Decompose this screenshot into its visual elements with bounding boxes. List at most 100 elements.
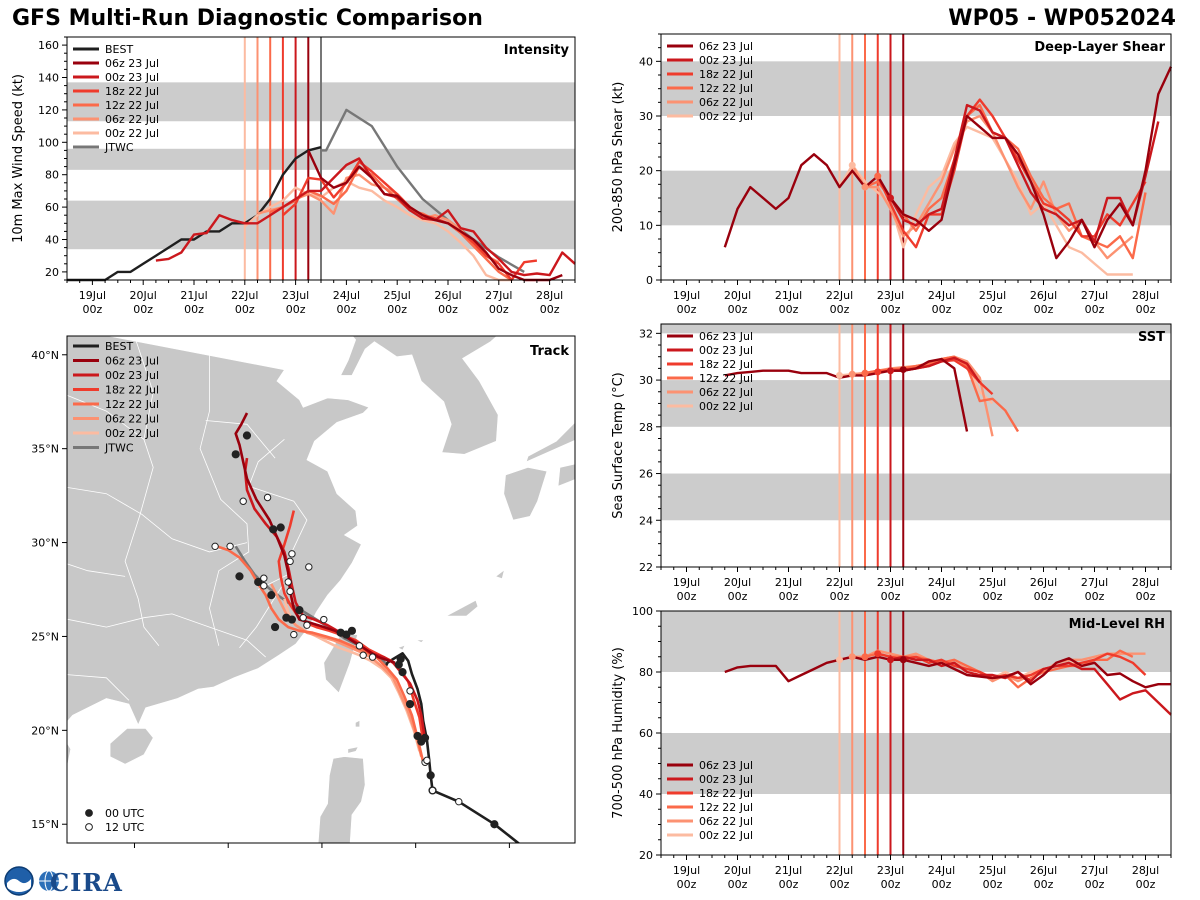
track-point-12utc: [286, 587, 294, 596]
track-x-tick-label: 115°E: [211, 854, 244, 855]
track-point-12utc: [290, 630, 298, 639]
rh-x-tick-hour: 00z: [1085, 878, 1105, 891]
shear-legend-label-18z-22-jul: 18z 22 Jul: [699, 68, 753, 81]
sst-series-06z-23-jul: [724, 357, 969, 432]
intensity-y-axis-label: 10m Max Wind Speed (kt): [11, 74, 26, 243]
intensity-x-tick-hour: 00z: [387, 303, 407, 316]
track-point-12utc: [284, 578, 292, 586]
land-honshu: [525, 421, 575, 463]
track-marker-legend-open: [85, 823, 93, 831]
sst-x-tick-hour: 00z: [830, 590, 850, 603]
intensity-legend-label-00z-23-jul: 00z 23 Jul: [105, 71, 159, 84]
shear-x-tick-day: 19Jul: [673, 289, 700, 302]
sst-x-tick-day: 20Jul: [724, 576, 751, 589]
sst-marker-06z-23-jul: [899, 366, 907, 374]
province-border: [124, 336, 160, 647]
intensity-x-tick-day: 21Jul: [180, 289, 207, 302]
rh-legend-label-12z-22-jul: 12z 22 Jul: [699, 801, 753, 814]
track-panel-title: Track: [530, 344, 569, 359]
sst-y-tick-label: 22: [639, 561, 653, 574]
shear-x-tick-day: 20Jul: [724, 289, 751, 302]
intensity-series-00z-22-jul: [244, 179, 512, 282]
shear-series-00z-23-jul: [889, 103, 1160, 243]
rh-y-tick-label: 60: [639, 727, 653, 740]
track-y-tick-label: 25°N: [31, 630, 59, 643]
track-point-00utc: [426, 771, 435, 780]
intensity-x-tick-hour: 00z: [438, 303, 458, 316]
shear-x-tick-hour: 00z: [932, 303, 952, 316]
sst-chart: 22242628303219Jul00z20Jul00z21Jul00z22Ju…: [611, 323, 1172, 603]
shear-series-06z-23-jul: [723, 66, 1173, 260]
rh-x-tick-hour: 00z: [983, 878, 1003, 891]
track-x-tick-label: 125°E: [399, 854, 432, 855]
land-shikoku: [557, 463, 575, 487]
sst-legend-label-12z-22-jul: 12z 22 Jul: [699, 372, 753, 385]
province-border: [67, 563, 126, 577]
land-amami: [496, 570, 504, 579]
intensity-x-tick-day: 24Jul: [333, 289, 360, 302]
province-border: [199, 336, 250, 646]
shear-legend-label-06z-22-jul: 06z 22 Jul: [699, 96, 753, 109]
track-legend-label-jtwc: JTWC: [104, 442, 134, 455]
intensity-x-tick-day: 23Jul: [282, 289, 309, 302]
rh-marker-12z-22-jul: [861, 653, 869, 661]
sst-y-tick-label: 28: [639, 421, 653, 434]
globe-icon: [39, 870, 59, 892]
shear-y-tick-label: 40: [639, 55, 653, 68]
track-y-tick-label: 15°N: [31, 818, 59, 831]
shear-x-tick-hour: 00z: [677, 303, 697, 316]
rh-marker-18z-22-jul: [874, 650, 882, 658]
rh-x-tick-day: 22Jul: [826, 864, 853, 877]
land-miyako: [417, 640, 424, 643]
shear-marker-06z-22-jul: [861, 183, 869, 191]
track-point-12utc: [428, 786, 437, 795]
storm-id-title: WP05 - WP052024: [948, 6, 1176, 31]
track-series-12z-22-jul: [216, 545, 425, 763]
track-point-12utc: [263, 493, 272, 502]
intensity-legend-label-06z-23-jul: 06z 23 Jul: [105, 57, 159, 70]
intensity-x-tick-hour: 00z: [489, 303, 509, 316]
sst-legend-label-18z-22-jul: 18z 22 Jul: [699, 358, 753, 371]
intensity-legend-label-00z-22-jul: 00z 22 Jul: [105, 127, 159, 140]
rh-x-tick-day: 21Jul: [775, 864, 802, 877]
noaa-seal-icon: [4, 866, 34, 896]
intensity-panel-title: Intensity: [504, 43, 570, 58]
track-point-00utc: [276, 523, 285, 532]
sst-threshold-band: [661, 473, 1171, 521]
province-border: [67, 486, 248, 553]
track-point-00utc: [267, 591, 276, 600]
track-point-00utc: [269, 525, 278, 534]
intensity-y-tick-label: 60: [45, 201, 59, 214]
track-point-12utc: [423, 756, 431, 765]
intensity-legend-label-jtwc: JTWC: [104, 141, 134, 154]
intensity-legend-label-12z-22-jul: 12z 22 Jul: [105, 99, 159, 112]
track-point-00utc: [282, 613, 291, 622]
rh-x-tick-day: 25Jul: [979, 864, 1006, 877]
rh-x-tick-day: 19Jul: [673, 864, 700, 877]
sst-legend-label-00z-22-jul: 00z 22 Jul: [699, 400, 753, 413]
intensity-x-tick-hour: 00z: [235, 303, 255, 316]
track-plot-frame: [66, 335, 576, 844]
track-point-00utc: [336, 628, 345, 637]
track-point-12utc: [359, 651, 367, 659]
shear-y-tick-label: 30: [639, 110, 653, 123]
rh-legend-label-06z-22-jul: 06z 22 Jul: [699, 815, 753, 828]
shear-marker-00z-23-jul: [887, 194, 894, 202]
province-border: [205, 420, 276, 459]
sst-y-tick-label: 30: [639, 374, 653, 387]
sst-x-tick-day: 24Jul: [928, 576, 955, 589]
shear-threshold-band: [661, 61, 1171, 116]
sst-x-tick-day: 28Jul: [1132, 576, 1159, 589]
land-kyushu: [503, 467, 548, 521]
track-point-12utc: [455, 797, 463, 806]
track-legend-label-00z-22-jul: 00z 22 Jul: [105, 427, 159, 440]
track-point-00utc: [405, 699, 415, 709]
sst-x-tick-hour: 00z: [1034, 590, 1054, 603]
track-point-12utc: [226, 542, 234, 551]
land-babuyan: [348, 747, 358, 753]
rh-y-axis-label: 700-500 hPa Humidity (%): [611, 647, 626, 819]
rh-legend-label-00z-23-jul: 00z 23 Jul: [699, 773, 753, 786]
province-border: [67, 394, 145, 440]
track-point-00utc: [347, 626, 357, 635]
rh-x-tick-day: 26Jul: [1030, 864, 1057, 877]
